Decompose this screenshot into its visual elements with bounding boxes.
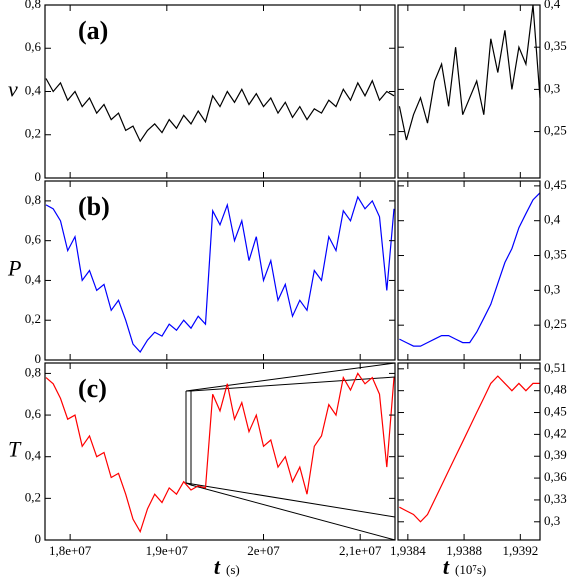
- y-tick-label: 0,3: [544, 281, 560, 296]
- y-tick-label: 0,8: [25, 364, 41, 379]
- data-line: [45, 195, 395, 353]
- x-tick-label: 1,9388: [446, 543, 482, 558]
- y-tick-label: 0,39: [544, 447, 567, 462]
- zoom-line: [185, 482, 396, 518]
- y-tick-label: 0,4: [544, 0, 561, 11]
- y-tick-label: 0,6: [25, 39, 42, 54]
- panel-label: (c): [78, 374, 107, 403]
- x-tick-label: 2e+07: [247, 543, 280, 558]
- x-tick-label: 2,1e+07: [339, 543, 382, 558]
- y-tick-label: 0,2: [25, 489, 41, 504]
- zoom-line: [190, 376, 396, 392]
- y-tick-label: 0,6: [25, 406, 42, 421]
- y-tick-label: 0,8: [25, 192, 41, 207]
- y-tick-label: 0,51: [544, 360, 567, 375]
- y-axis-label: P: [7, 256, 21, 281]
- zoom-lines: [185, 362, 396, 541]
- panel-label: (a): [78, 16, 108, 45]
- data-line: [399, 192, 541, 347]
- panel-label: (b): [78, 192, 110, 221]
- y-tick-label: 0,3: [544, 80, 560, 95]
- y-tick-label: 0,33: [544, 491, 567, 506]
- y-tick-label: 0,4: [25, 448, 42, 463]
- data-line: [45, 78, 395, 143]
- x-axis-unit: (10⁷s): [455, 562, 486, 577]
- y-tick-label: 0,2: [25, 311, 41, 326]
- panel-frame: [44, 362, 396, 541]
- y-tick-label: 0,4: [25, 271, 42, 286]
- y-tick-label: 0,25: [544, 123, 567, 138]
- y-tick-label: 0: [35, 531, 42, 546]
- y-tick-label: 0,35: [544, 247, 567, 262]
- data-line: [399, 375, 540, 523]
- y-tick-label: 0: [35, 351, 42, 366]
- x-axis-unit: (s): [226, 562, 240, 577]
- y-tick-label: 0,4: [25, 82, 42, 97]
- panel-frame: [397, 180, 541, 361]
- y-tick-label: 0,45: [544, 404, 567, 419]
- x-axis-label: t: [443, 554, 450, 579]
- y-tick-label: 0,25: [544, 316, 567, 331]
- y-tick-label: 0: [35, 169, 42, 184]
- zoom-line: [190, 484, 396, 541]
- y-axis-label: v: [8, 77, 18, 102]
- y-tick-label: 0,4: [544, 212, 561, 227]
- panel-frame: [397, 4, 541, 179]
- x-tick-label: 1,9e+07: [146, 543, 189, 558]
- y-tick-label: 0,3: [544, 513, 560, 528]
- panel-frame: [397, 362, 541, 541]
- y-tick-label: 0,2: [25, 126, 41, 141]
- y-tick-label: 0,35: [544, 38, 567, 53]
- y-tick-label: 0,6: [25, 232, 42, 247]
- y-tick-label: 0,48: [544, 382, 567, 397]
- x-tick-label: 1,8e+07: [49, 543, 92, 558]
- y-tick-label: 0,42: [544, 425, 567, 440]
- y-tick-label: 0,36: [544, 469, 567, 484]
- y-tick-label: 0,45: [544, 177, 567, 192]
- data-line: [45, 372, 395, 534]
- y-tick-label: 0,8: [25, 0, 41, 11]
- zoom-box: [185, 390, 192, 486]
- x-tick-label: 1,9384: [390, 543, 426, 558]
- zoom-line: [185, 362, 396, 392]
- panel-frame: [44, 180, 396, 361]
- y-axis-label: T: [8, 437, 22, 462]
- x-tick-label: 1,9392: [502, 543, 538, 558]
- data-line: [398, 4, 541, 141]
- x-axis-label: t: [214, 554, 221, 579]
